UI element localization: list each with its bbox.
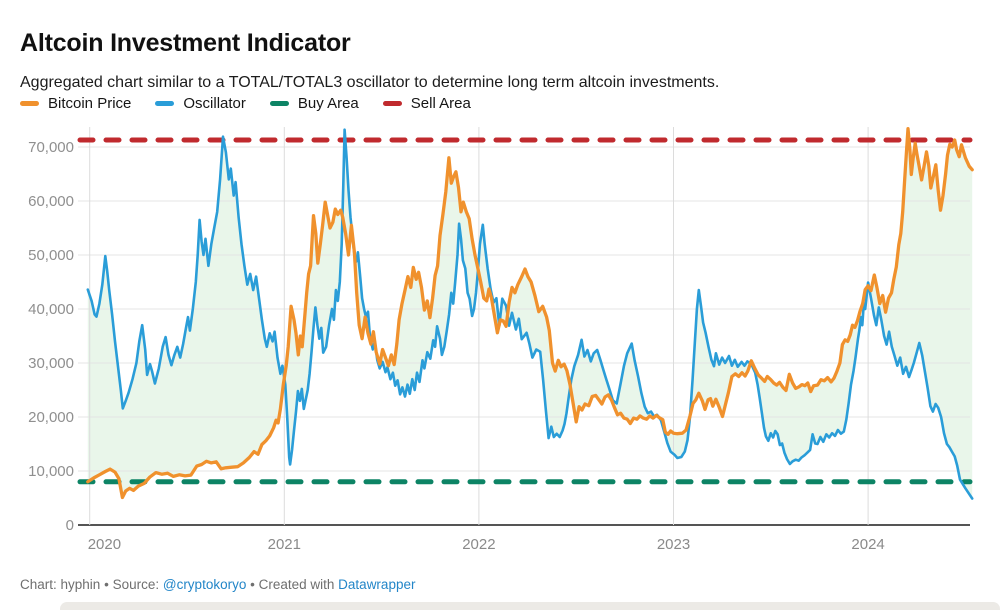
footer-separator: • [250, 577, 255, 592]
footer-separator: • [104, 577, 109, 592]
legend-item-oscillator: Oscillator [155, 95, 246, 112]
buy-area-swatch-icon [269, 101, 289, 106]
legend-label: Sell Area [410, 95, 471, 112]
bitcoin-price-swatch-icon [20, 101, 39, 106]
x-tick-label: 2020 [88, 536, 121, 553]
legend-label: Bitcoin Price [48, 95, 132, 112]
created-with-label: Created with [258, 577, 335, 592]
chart-footer: Chart: hyphin • Source: @cryptokoryo • C… [20, 577, 415, 592]
y-tick-label: 40,000 [28, 301, 74, 318]
x-tick-label: 2021 [268, 536, 301, 553]
y-tick-label: 70,000 [28, 139, 74, 156]
source-label: Source: [112, 577, 160, 592]
chart-credit: Chart: hyphin [20, 577, 101, 592]
y-tick-label: 50,000 [28, 247, 74, 264]
source-link[interactable]: @cryptokoryo [162, 577, 247, 592]
datawrapper-link[interactable]: Datawrapper [338, 577, 416, 592]
x-tick-label: 2024 [851, 536, 884, 553]
page-title: Altcoin Investment Indicator [20, 28, 351, 57]
legend-label: Oscillator [183, 95, 246, 112]
legend-item-sell-area: Sell Area [382, 95, 471, 112]
legend-item-buy-area: Buy Area [269, 95, 359, 112]
chart-subtitle: Aggregated chart similar to a TOTAL/TOTA… [20, 74, 720, 91]
sell-area-swatch-icon [382, 101, 402, 106]
y-tick-label: 20,000 [28, 409, 74, 426]
y-tick-label: 10,000 [28, 463, 74, 480]
bitcoin-price-line [86, 126, 974, 500]
legend-label: Buy Area [297, 95, 359, 112]
legend: Bitcoin Price Oscillator Buy Area Sell A… [20, 95, 495, 112]
y-tick-label: 0 [66, 517, 74, 534]
fill-between-area [87, 128, 973, 499]
oscillator-swatch-icon [155, 101, 175, 106]
embed-bottom-bar [60, 602, 1000, 610]
y-tick-label: 60,000 [28, 193, 74, 210]
legend-item-bitcoin-price: Bitcoin Price [20, 95, 131, 112]
x-tick-label: 2023 [657, 536, 690, 553]
x-tick-label: 2022 [462, 536, 495, 553]
y-tick-label: 30,000 [28, 355, 74, 372]
